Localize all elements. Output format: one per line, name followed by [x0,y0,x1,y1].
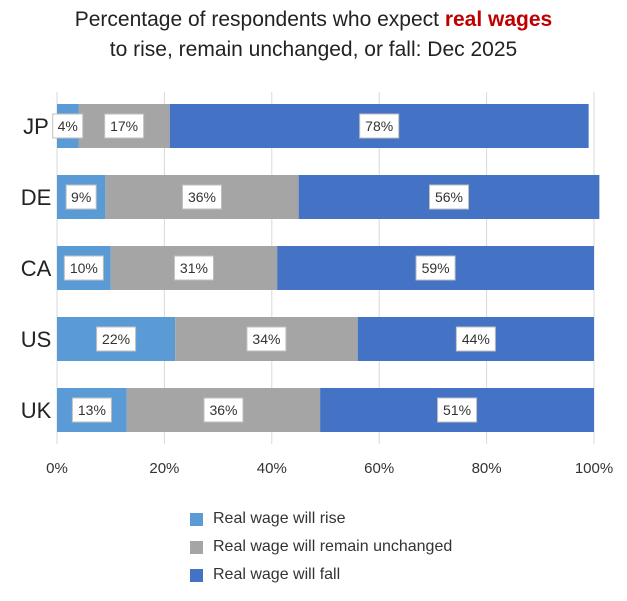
data-label-box [437,397,478,423]
data-label-box [415,255,456,281]
title-highlight: real wages [444,8,553,31]
data-label: 34% [252,331,280,347]
data-label-box [71,397,112,423]
data-label: 13% [78,402,106,418]
category-label: DE [21,185,52,210]
data-label: 10% [70,260,98,276]
category-label: US [21,327,52,352]
data-label-box [104,113,145,139]
legend-label: Real wage will remain unchanged [213,538,453,555]
data-label-box [63,255,104,281]
legend-item: Real wage will remain unchanged [190,533,452,561]
data-label-box [96,326,137,352]
data-label-box [181,184,222,210]
x-tick-label: 80% [472,460,502,477]
category-label: UK [21,398,52,423]
legend-item: Real wage will fall [190,561,452,589]
legend-swatch [190,568,203,582]
data-label: 44% [462,331,490,347]
x-tick-label: 40% [257,460,287,477]
legend-swatch [190,540,203,554]
data-label: 78% [365,118,393,134]
data-label: 17% [110,118,138,134]
data-label-box [455,326,496,352]
data-label: 36% [209,402,237,418]
legend-swatch [190,512,203,526]
data-label: 59% [422,260,450,276]
data-label-box [429,184,470,210]
data-label: 51% [443,402,471,418]
data-label-box [203,397,244,423]
data-label-box [173,255,214,281]
data-label: 31% [180,260,208,276]
data-label: 22% [102,331,130,347]
title-text: Percentage of respondents who expect [74,8,445,31]
data-label: 36% [188,189,216,205]
chart-title-line1: Percentage of respondents who expect rea… [0,8,627,32]
x-tick-label: 20% [149,460,179,477]
data-label: 4% [58,118,78,134]
legend-item: Real wage will rise [190,505,452,533]
data-label-box [359,113,400,139]
legend-label: Real wage will fall [213,566,341,583]
category-label: CA [21,256,52,281]
plot-area: 0% 20% 40% 60% 80% 100% JP DE CA US UK 4% 17% 78% 9% 36… [21,92,613,477]
category-label: JP [23,114,49,139]
legend-label: Real wage will rise [213,510,346,527]
x-tick-label: 0% [46,460,68,477]
data-label-box [246,326,287,352]
x-tick-label: 100% [575,460,613,477]
data-label-box [65,184,97,210]
data-label-box [52,113,84,139]
chart-title-line2: to rise, remain unchanged, or fall: Dec … [109,38,518,61]
x-tick-label: 60% [364,460,394,477]
data-label: 56% [435,189,463,205]
data-label: 9% [71,189,91,205]
legend: Real wage will rise Real wage will remain… [190,505,452,589]
